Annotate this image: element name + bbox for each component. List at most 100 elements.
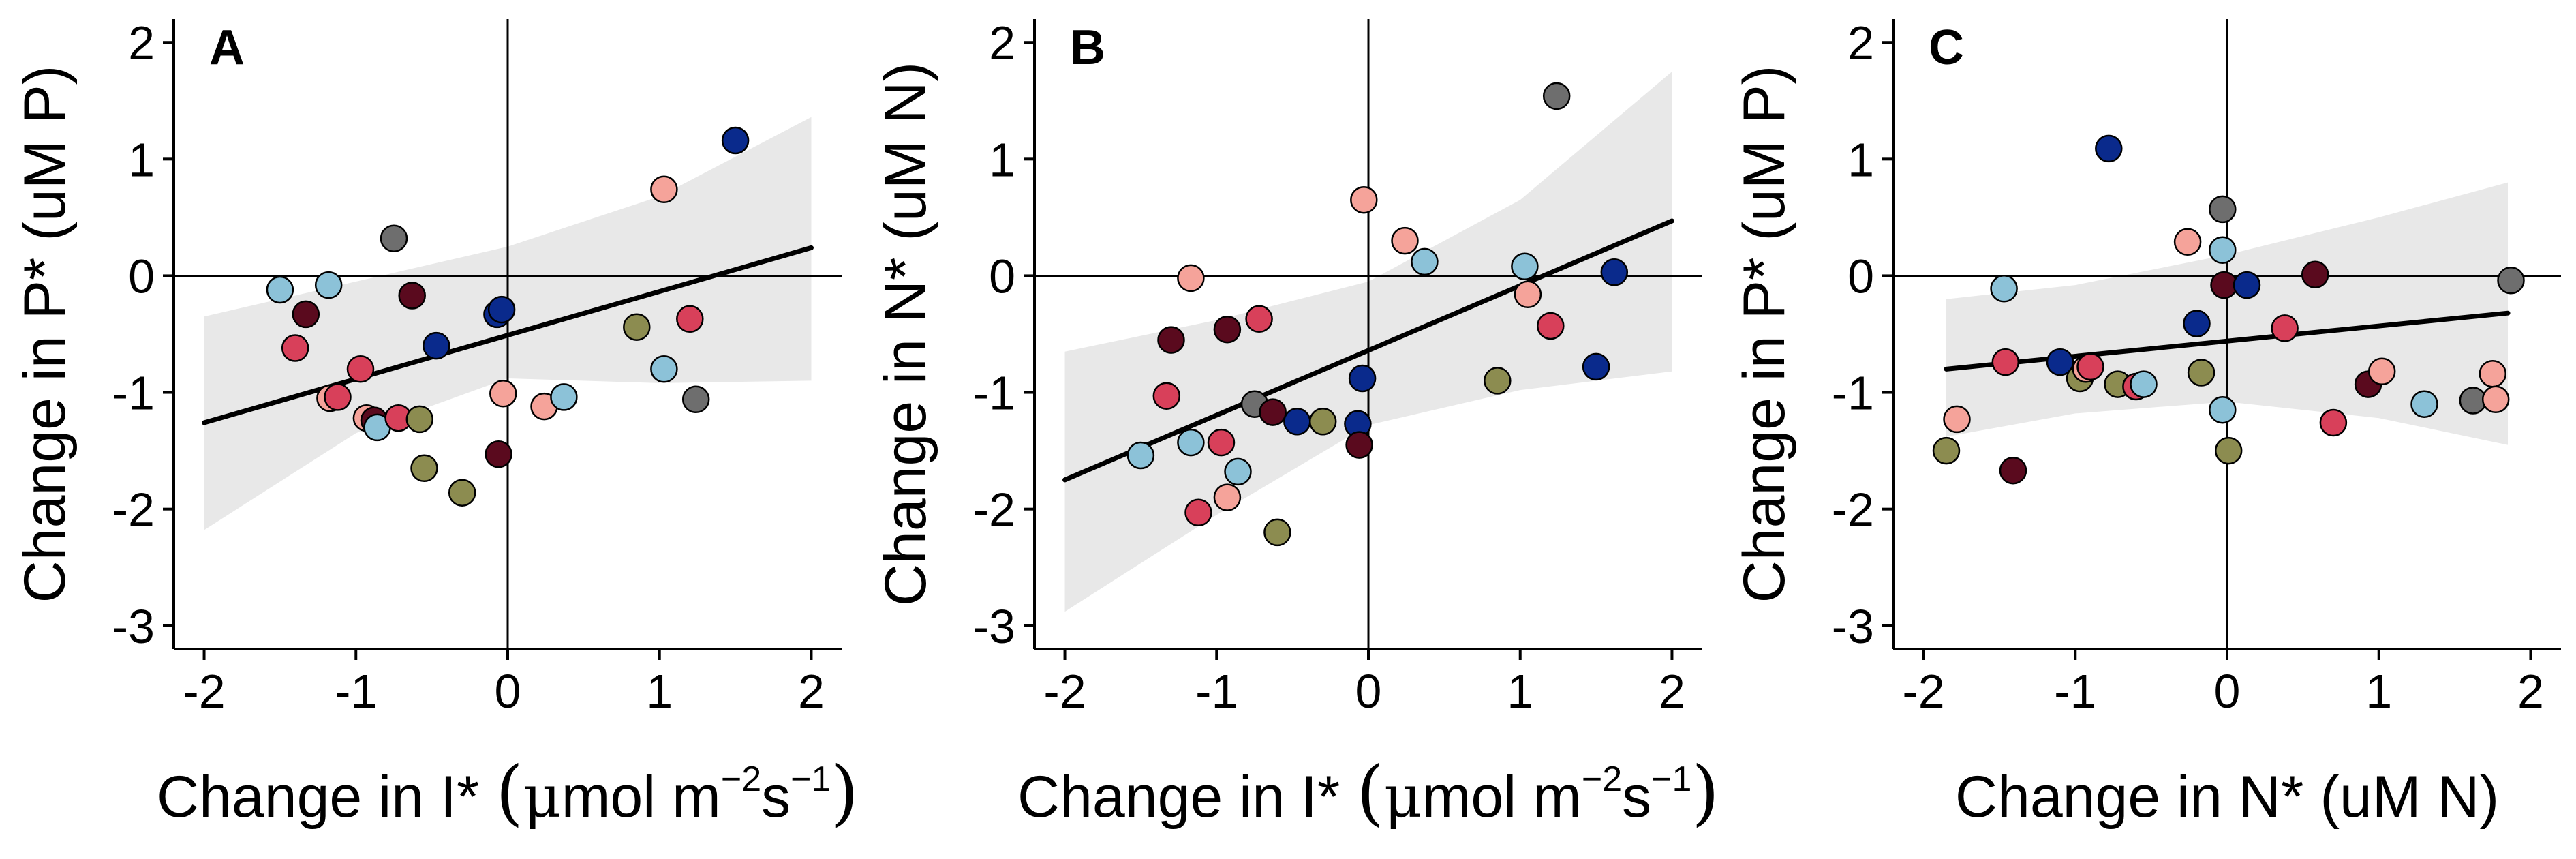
y-tick-label: 1 [989,133,1015,186]
data-point [681,385,710,414]
data-point [266,275,294,304]
x-axis-title-text: Change in I* [157,764,495,830]
data-point [1263,518,1291,547]
y-tick-label: 0 [128,250,155,303]
data-point [1224,457,1252,486]
data-point [1999,456,2027,485]
y-tick-label: 2 [128,16,155,70]
y-tick-label: 1 [1847,133,1874,186]
y-tick-label: 1 [128,133,155,186]
y-tick-label: -1 [112,367,155,420]
x-axis-title-text: mol m [1422,764,1582,830]
data-point [1582,352,1610,381]
data-point [1600,258,1629,286]
data-point [2130,370,2158,398]
data-point [1177,428,1205,457]
data-point [1213,483,1242,511]
x-axis-title-superscript: −2 [721,759,761,799]
x-axis-title-text: μ [1384,763,1422,831]
data-point [448,479,476,507]
data-point [1514,280,1542,309]
data-point [2410,390,2438,418]
x-tick-label: 2 [2517,665,2544,718]
data-point [1411,247,1439,276]
y-tick-label: -2 [1832,483,1874,537]
data-point [623,313,651,341]
data-point [2497,267,2525,295]
data-point [2076,352,2104,381]
x-axis-title-superscript: −1 [791,759,831,799]
data-point [2209,236,2237,265]
x-tick-label: 0 [2214,665,2241,718]
data-point [292,300,320,329]
y-tick-label: 0 [989,250,1015,303]
x-tick-label: -1 [2054,665,2096,718]
data-point [314,271,343,299]
data-point [2481,385,2510,414]
data-point [2301,260,2329,288]
x-axis-title: Change in I* (μmol m−2s−1) [157,751,859,834]
x-axis-title-text: Change in N* (uM N) [1955,764,2499,830]
data-point [1283,408,1311,436]
data-point [410,454,438,483]
y-tick-label: 2 [1847,16,1874,70]
y-tick-label: -2 [112,483,155,537]
x-axis-title-superscript: −1 [1651,759,1691,799]
data-point [485,440,512,468]
data-point [1990,275,2018,303]
regression-line [1062,218,1674,483]
data-point [2479,359,2507,388]
y-tick-label: -1 [1832,367,1874,420]
x-tick-label: 1 [2365,665,2392,718]
data-point [1348,364,1377,393]
x-axis-title-paren: ( [1356,751,1384,834]
panel-label: A [209,20,245,75]
x-axis-title-paren: ) [831,751,859,834]
data-point [405,405,434,434]
data-point [1511,252,1539,281]
x-tick-label: -2 [1902,665,1944,718]
x-axis-title-superscript: −2 [1582,759,1622,799]
data-point [1391,226,1419,255]
data-point [1207,428,1236,457]
data-point [676,305,704,333]
data-point [398,282,426,310]
data-point [1345,431,1373,459]
data-point [650,175,678,204]
panel-b: -2 -1 0 1 2 -3 -2 -1 0 1 2 B Change in N* (uM N) Chan… [873,16,1719,834]
data-point [2233,271,2261,299]
data-point [2183,310,2211,337]
data-point [2271,314,2299,342]
data-point [1991,348,2020,376]
x-tick-label: 0 [495,665,521,718]
y-tick-label: -3 [973,600,1015,653]
data-point [2095,134,2123,163]
data-point [324,383,352,411]
x-axis-title-paren: ) [1691,751,1719,834]
x-tick-label: 0 [1355,665,1382,718]
data-point [1126,441,1155,470]
x-tick-label: -1 [1195,665,1238,718]
y-tick-label: 0 [1847,250,1874,303]
x-tick-label: 2 [798,665,825,718]
data-point [650,355,678,383]
data-point [1542,82,1571,110]
y-tick-label: -1 [973,367,1015,420]
data-point [2214,436,2243,465]
data-point [1259,398,1287,426]
y-tick-label: -3 [1832,600,1874,653]
data-point [721,126,750,155]
x-axis-title-paren: ( [495,751,523,834]
x-tick-label: 1 [1507,665,1533,718]
y-axis-title: Change in P* (uM P) [12,65,78,603]
data-point [2319,408,2348,437]
data-point [2209,395,2237,424]
regression-line [1944,310,2511,372]
y-tick-label: 2 [989,16,1015,70]
panel-c: -2 -1 0 1 2 -3 -2 -1 0 1 2 C Change in P* (uM P) Chan… [1732,16,2561,830]
data-point [1537,312,1565,340]
x-axis-title: Change in I* (μmol m−2s−1) [1017,751,1719,834]
x-axis-title: Change in N* (uM N) [1955,764,2499,830]
